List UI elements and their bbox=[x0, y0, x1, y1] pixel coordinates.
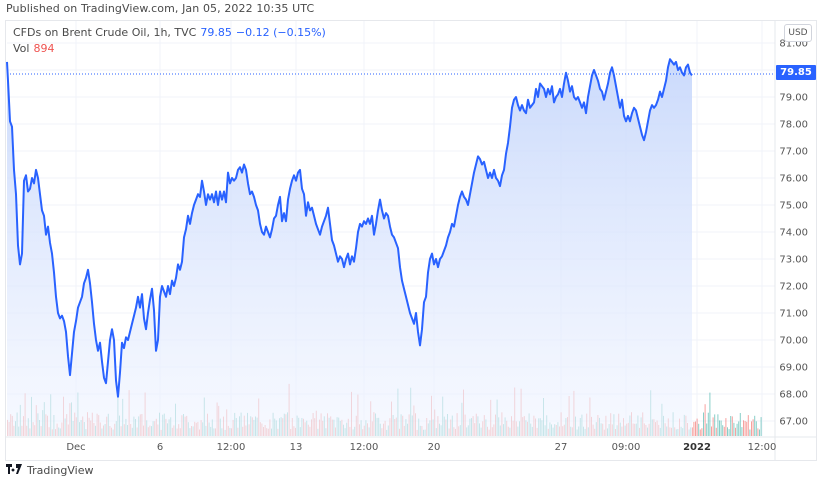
current-price-tag: 79.85 bbox=[776, 65, 816, 80]
price-axis-label: 69.00 bbox=[779, 363, 808, 374]
time-axis-label: 12:00 bbox=[748, 442, 777, 453]
time-axis-label: Dec bbox=[66, 442, 85, 453]
price-axis-label: 73.00 bbox=[779, 255, 808, 266]
time-axis-label: 2022 bbox=[683, 442, 711, 453]
price-axis-label: 71.00 bbox=[779, 309, 808, 320]
time-axis-label: 09:00 bbox=[612, 442, 641, 453]
brand-name: TradingView bbox=[27, 464, 94, 477]
price-axis-label: 81.00 bbox=[779, 39, 808, 50]
price-axis-label: 78.00 bbox=[779, 120, 808, 131]
price-axis-label: 68.00 bbox=[779, 390, 808, 401]
last-price: 79.85 bbox=[200, 26, 232, 39]
time-axis-label: 27 bbox=[555, 442, 568, 453]
tradingview-logo-icon bbox=[6, 464, 22, 477]
price-axis-label: 67.00 bbox=[779, 417, 808, 428]
time-axis-label: 12:00 bbox=[350, 442, 379, 453]
time-axis-label: 6 bbox=[157, 442, 163, 453]
price-axis-label: 70.00 bbox=[779, 336, 808, 347]
price-axis-label: 75.00 bbox=[779, 201, 808, 212]
tradingview-brand[interactable]: TradingView bbox=[6, 464, 93, 477]
time-axis-label: 13 bbox=[290, 442, 303, 453]
price-axis-label: 76.00 bbox=[779, 174, 808, 185]
time-axis-label: 20 bbox=[428, 442, 441, 453]
price-axis-label: 77.00 bbox=[779, 147, 808, 158]
published-caption: Published on TradingView.com, Jan 05, 20… bbox=[6, 2, 315, 15]
price-axis-label: 79.00 bbox=[779, 93, 808, 104]
price-axis-label: 72.00 bbox=[779, 282, 808, 293]
currency-badge[interactable]: USD bbox=[784, 24, 812, 42]
volume-label[interactable]: Vol bbox=[13, 42, 30, 55]
price-area-fill bbox=[7, 59, 692, 436]
time-axis-label: 12:00 bbox=[217, 442, 246, 453]
price-change: −0.12 (−0.15%) bbox=[235, 26, 326, 39]
price-axis-label: 74.00 bbox=[779, 228, 808, 239]
chart-frame bbox=[5, 20, 817, 461]
volume-value: 894 bbox=[33, 42, 55, 55]
price-line bbox=[6, 58, 693, 398]
chart-legend: CFDs on Brent Crude Oil, 1h, TVC 79.85 −0.… bbox=[13, 25, 326, 57]
symbol-label[interactable]: CFDs on Brent Crude Oil, 1h, TVC bbox=[13, 26, 197, 39]
